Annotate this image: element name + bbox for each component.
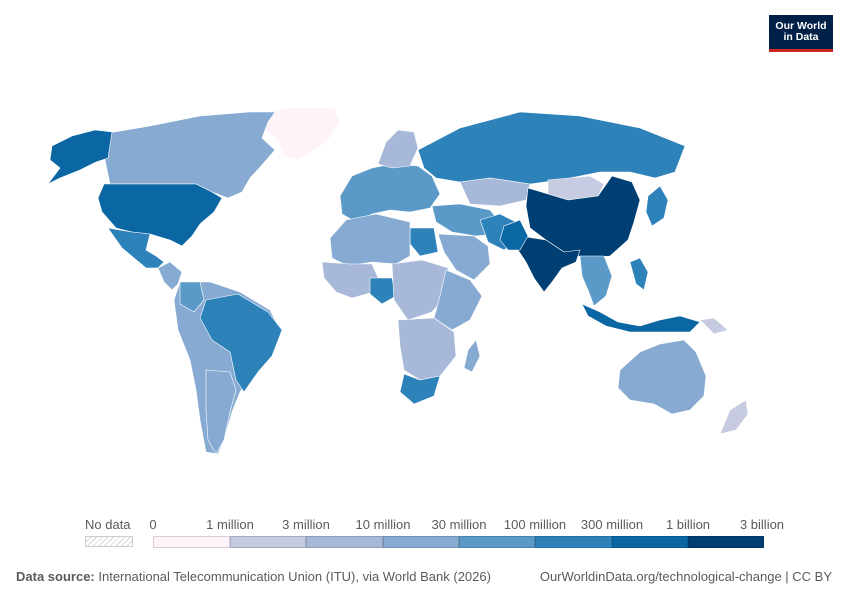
region-scandinavia[interactable]: [377, 129, 419, 169]
region-egypt[interactable]: [409, 227, 439, 257]
region-southern-africa[interactable]: [397, 317, 457, 381]
region-indonesia[interactable]: [581, 303, 701, 333]
region-pakistan[interactable]: [499, 219, 529, 251]
logo-line-1: Our World: [775, 20, 827, 32]
region-colombia[interactable]: [179, 281, 205, 313]
owid-url[interactable]: OurWorldinData.org/technological-change …: [539, 569, 832, 584]
region-north-africa[interactable]: [329, 213, 411, 267]
region-japan[interactable]: [645, 185, 669, 227]
data-source: Data source: International Telecommunica…: [16, 569, 491, 584]
region-china[interactable]: [525, 175, 641, 259]
region-australia[interactable]: [617, 339, 707, 415]
region-east-africa[interactable]: [433, 269, 483, 331]
region-papua-new-guinea[interactable]: [699, 317, 729, 335]
region-saudi-arabia[interactable]: [437, 233, 491, 281]
region-alaska[interactable]: [47, 129, 113, 185]
region-mexico[interactable]: [107, 227, 165, 269]
region-europe[interactable]: [339, 163, 441, 223]
region-argentina[interactable]: [205, 369, 237, 455]
region-central-america[interactable]: [157, 261, 183, 291]
owid-logo[interactable]: Our World in Data: [769, 15, 833, 52]
region-russia[interactable]: [417, 111, 686, 185]
logo-line-2: in Data: [783, 31, 819, 43]
data-source-label: Data source:: [16, 569, 95, 584]
region-kazakhstan[interactable]: [459, 177, 531, 207]
region-united-states[interactable]: [97, 183, 223, 247]
region-greenland[interactable]: [254, 107, 341, 161]
region-nigeria[interactable]: [369, 277, 397, 305]
region-philippines[interactable]: [629, 257, 649, 291]
data-source-text[interactable]: International Telecommunication Union (I…: [94, 569, 491, 584]
region-south-africa[interactable]: [399, 373, 441, 405]
region-brazil[interactable]: [199, 293, 283, 393]
region-india[interactable]: [517, 235, 581, 293]
region-new-zealand[interactable]: [719, 399, 749, 435]
region-southeast-asia[interactable]: [579, 255, 613, 307]
region-madagascar[interactable]: [463, 339, 481, 373]
